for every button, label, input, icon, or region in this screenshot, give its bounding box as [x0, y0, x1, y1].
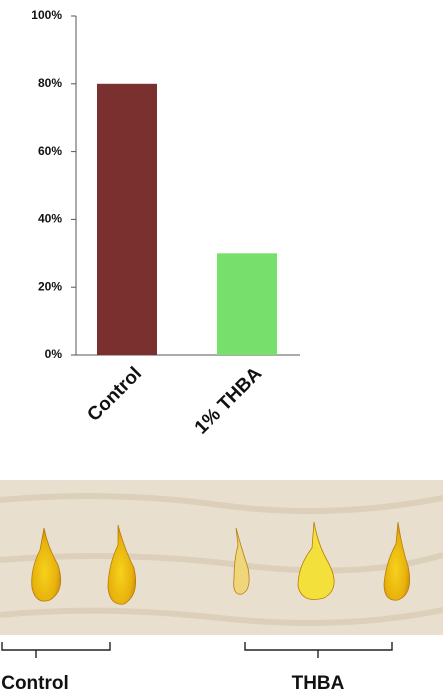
- y-tick-label: 20%: [38, 279, 62, 293]
- bracket: [1, 642, 111, 658]
- y-tick-label: 0%: [45, 347, 63, 361]
- bracket: [244, 642, 393, 658]
- bar: [97, 83, 157, 356]
- droplet: [233, 527, 250, 595]
- droplet: [297, 521, 335, 600]
- y-tick-label: 40%: [38, 212, 62, 226]
- photo-label: Control: [1, 673, 69, 694]
- x-tick-label: 1% THBA: [191, 363, 267, 439]
- bar: [217, 253, 277, 355]
- droplets: [31, 521, 411, 605]
- droplet: [31, 527, 62, 602]
- photo: [0, 480, 443, 635]
- x-tick-label: Control: [83, 363, 146, 426]
- droplet: [107, 524, 137, 605]
- y-tick-label: 80%: [38, 76, 62, 90]
- y-tick-label: 100%: [31, 8, 62, 22]
- brackets: [1, 642, 393, 658]
- droplet: [383, 521, 411, 601]
- photo-label: THBA: [292, 673, 345, 694]
- y-tick-label: 60%: [38, 144, 62, 158]
